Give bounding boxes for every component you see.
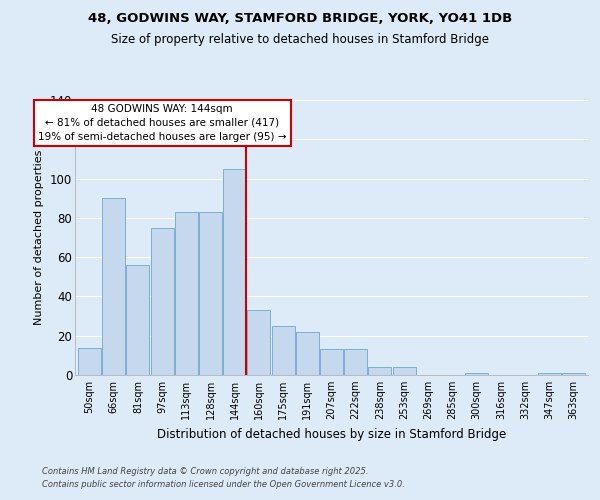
Text: Contains HM Land Registry data © Crown copyright and database right 2025.: Contains HM Land Registry data © Crown c… bbox=[42, 467, 368, 476]
Bar bbox=[392, 367, 416, 375]
Text: 48 GODWINS WAY: 144sqm
← 81% of detached houses are smaller (417)
19% of semi-de: 48 GODWINS WAY: 144sqm ← 81% of detached… bbox=[38, 104, 286, 142]
Bar bbox=[223, 169, 246, 375]
Bar bbox=[562, 373, 585, 375]
Bar bbox=[78, 348, 101, 375]
X-axis label: Distribution of detached houses by size in Stamford Bridge: Distribution of detached houses by size … bbox=[157, 428, 506, 440]
Bar bbox=[320, 350, 343, 375]
Bar bbox=[538, 373, 561, 375]
Bar bbox=[368, 367, 391, 375]
Text: 48, GODWINS WAY, STAMFORD BRIDGE, YORK, YO41 1DB: 48, GODWINS WAY, STAMFORD BRIDGE, YORK, … bbox=[88, 12, 512, 26]
Text: Contains public sector information licensed under the Open Government Licence v3: Contains public sector information licen… bbox=[42, 480, 405, 489]
Bar bbox=[465, 373, 488, 375]
Text: Size of property relative to detached houses in Stamford Bridge: Size of property relative to detached ho… bbox=[111, 32, 489, 46]
Y-axis label: Number of detached properties: Number of detached properties bbox=[34, 150, 44, 325]
Bar bbox=[199, 212, 222, 375]
Bar bbox=[247, 310, 271, 375]
Bar bbox=[151, 228, 173, 375]
Bar bbox=[175, 212, 198, 375]
Bar bbox=[102, 198, 125, 375]
Bar bbox=[127, 265, 149, 375]
Bar bbox=[272, 326, 295, 375]
Bar bbox=[296, 332, 319, 375]
Bar bbox=[344, 350, 367, 375]
